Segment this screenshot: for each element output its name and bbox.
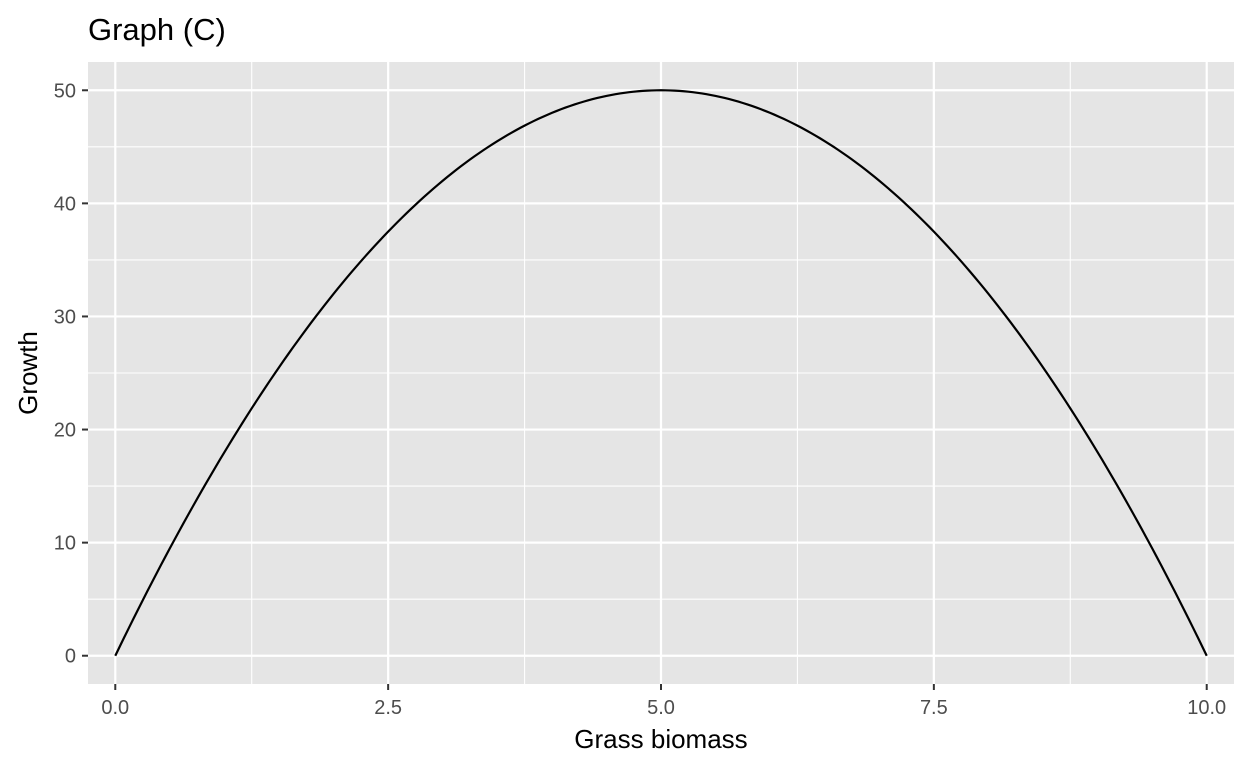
y-tick-label: 0 bbox=[65, 646, 76, 668]
growth-curve-line bbox=[114, 89, 1208, 657]
y-tick-label: 20 bbox=[54, 420, 76, 442]
x-tick-label: 2.5 bbox=[374, 697, 402, 719]
y-tick-label: 10 bbox=[54, 533, 76, 555]
x-axis: 0.0 2.5 5.0 7.5 10.0 bbox=[101, 684, 1226, 719]
chart-title: Graph (C) bbox=[88, 12, 226, 47]
x-axis-title: Grass biomass bbox=[574, 724, 747, 754]
series-layer bbox=[114, 89, 1208, 657]
y-tick-label: 30 bbox=[54, 306, 76, 328]
major-grid bbox=[88, 62, 1234, 684]
y-axis: 0 10 20 30 40 50 bbox=[54, 80, 88, 668]
x-tick-label: 7.5 bbox=[920, 697, 948, 719]
y-axis-title: Growth bbox=[13, 331, 43, 415]
x-tick-label: 5.0 bbox=[647, 697, 675, 719]
y-tick-label: 40 bbox=[54, 193, 76, 215]
y-tick-label: 50 bbox=[54, 80, 76, 102]
x-tick-label: 10.0 bbox=[1187, 697, 1226, 719]
x-tick-label: 0.0 bbox=[101, 697, 129, 719]
